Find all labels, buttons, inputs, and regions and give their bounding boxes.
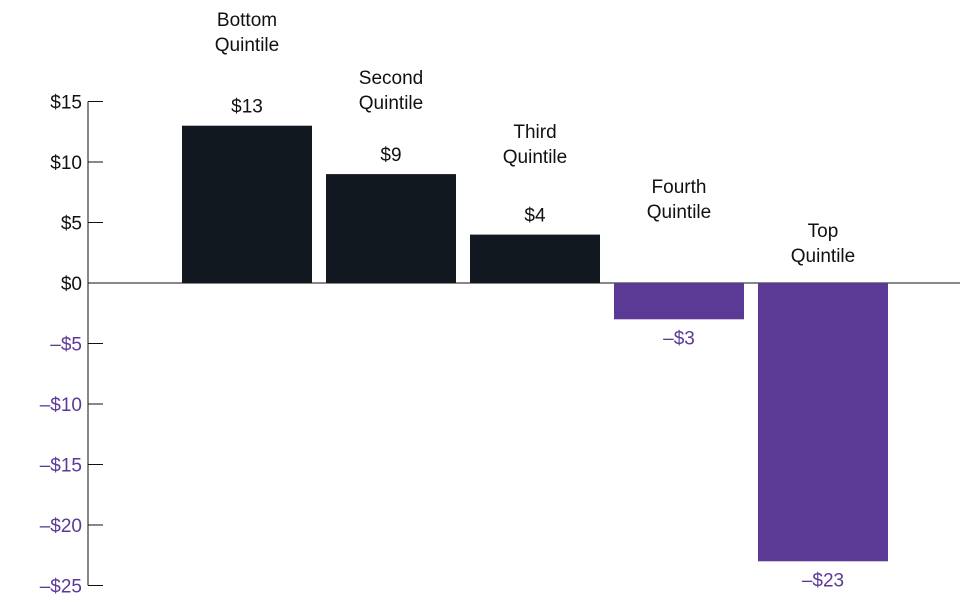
category-label: Quintile — [791, 246, 855, 267]
y-tick-label: –$5 — [50, 335, 82, 356]
bar — [326, 174, 456, 283]
category-label: Fourth — [652, 177, 707, 198]
category-label: Quintile — [359, 93, 423, 114]
y-tick-label: $0 — [61, 274, 82, 295]
value-label: $4 — [524, 206, 546, 227]
value-label: $13 — [231, 97, 263, 118]
value-label: –$23 — [802, 570, 844, 591]
y-tick-label: $15 — [50, 93, 82, 114]
category-label: Third — [513, 122, 556, 143]
bar — [614, 283, 744, 320]
category-label: Bottom — [217, 10, 277, 31]
y-tick-label: $5 — [61, 214, 82, 235]
y-tick-label: –$15 — [40, 456, 82, 477]
category-label: Quintile — [215, 35, 279, 56]
y-tick-label: –$20 — [40, 516, 82, 537]
value-label: –$3 — [663, 328, 695, 349]
category-label: Top — [808, 221, 839, 242]
y-tick-label: $10 — [50, 153, 82, 174]
y-tick-label: –$10 — [40, 395, 82, 416]
category-label: Quintile — [647, 202, 711, 223]
category-label: Quintile — [503, 147, 567, 168]
bar — [470, 234, 600, 283]
bar — [758, 283, 888, 562]
bar — [182, 125, 312, 283]
category-label: Second — [359, 68, 423, 89]
value-label: $9 — [380, 145, 401, 166]
y-tick-label: –$25 — [40, 577, 82, 598]
